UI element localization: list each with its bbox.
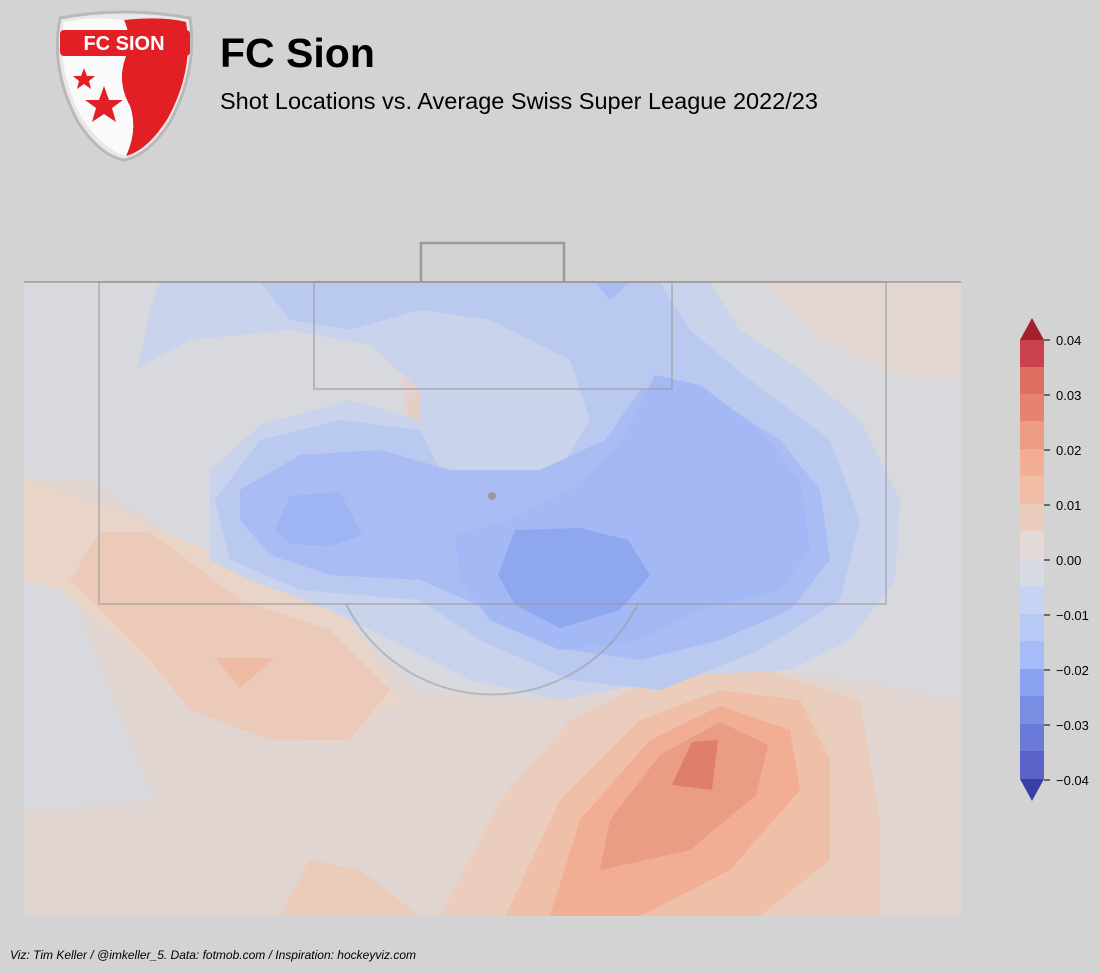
- contour-cool-4: [275, 492, 362, 546]
- footer-credit: Viz: Tim Keller / @imkeller_5. Data: fot…: [10, 948, 416, 962]
- colorbar-band: [1020, 340, 1044, 368]
- colorbar-tick-label: 0.01: [1056, 498, 1081, 513]
- colorbar-tick-label: −0.04: [1056, 773, 1089, 788]
- pitch-markings: [24, 281, 961, 696]
- contour-warm-br-3: [600, 722, 768, 870]
- colorbar-tick-label: −0.03: [1056, 718, 1089, 733]
- colorbar-band: [1020, 614, 1044, 642]
- colorbar-band: [1020, 559, 1044, 587]
- colorbar-band: [1020, 394, 1044, 422]
- contour-warm-bottom-left: [280, 860, 420, 916]
- colorbar-tick-label: 0.03: [1056, 388, 1081, 403]
- colorbar-band: [1020, 696, 1044, 724]
- colorbar-band: [1020, 449, 1044, 477]
- colorbar-band: [1020, 367, 1044, 395]
- colorbar-band: [1020, 641, 1044, 669]
- colorbar-band: [1020, 586, 1044, 614]
- colorbar-band: [1020, 751, 1044, 779]
- colorbar-band: [1020, 476, 1044, 504]
- fc-sion-logo: FC SION: [55, 10, 194, 162]
- colorbar-extend-top: [1020, 318, 1044, 340]
- contour-layer: [24, 282, 961, 916]
- contour-cool-2: [595, 282, 630, 300]
- goal: [419, 241, 566, 282]
- colorbar-extend-bottom: [1020, 779, 1044, 801]
- chart-subtitle: Shot Locations vs. Average Swiss Super L…: [220, 88, 818, 114]
- penalty-arc: [345, 603, 639, 696]
- colorbar-tick-label: 0.04: [1056, 333, 1081, 348]
- pitch-heatmap: [24, 241, 961, 916]
- contour-warm-left-1: [70, 532, 390, 740]
- logo-star-small: [73, 68, 95, 89]
- six-yard-box: [313, 281, 673, 390]
- colorbar: 0.04 0.03 0.02 0.01 0.00 −0.01 −0.02 −0.…: [1020, 318, 1089, 801]
- colorbar-ticks: [1044, 339, 1050, 781]
- logo-star-large: [85, 86, 123, 122]
- colorbar-band: [1020, 421, 1044, 449]
- colorbar-band: [1020, 504, 1044, 532]
- logo-banner: [60, 30, 190, 56]
- colorbar-tick-label: 0.02: [1056, 443, 1081, 458]
- chart-title: FC Sion: [220, 30, 375, 76]
- colorbar-band: [1020, 669, 1044, 697]
- contour-warm-topright: [760, 282, 961, 380]
- colorbar-band: [1020, 531, 1044, 559]
- contour-warm-br-4: [672, 740, 718, 790]
- contour-warm-left-2: [215, 658, 275, 688]
- colorbar-tick-label: −0.01: [1056, 608, 1089, 623]
- colorbar-tick-label: 0.00: [1056, 553, 1081, 568]
- logo-wordmark: FC SION: [83, 33, 164, 55]
- colorbar-tick-label: −0.02: [1056, 663, 1089, 678]
- penalty-spot: [488, 492, 496, 500]
- colorbar-band: [1020, 724, 1044, 752]
